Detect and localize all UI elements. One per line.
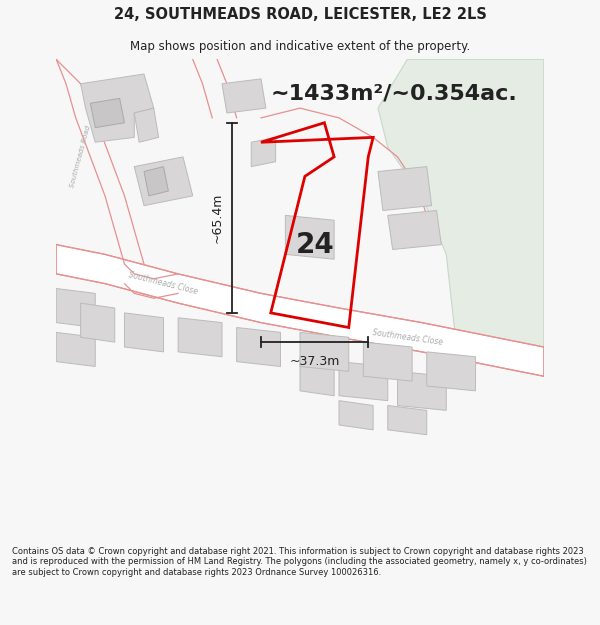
Polygon shape [286,216,334,259]
Polygon shape [91,98,124,128]
Polygon shape [339,401,373,430]
Polygon shape [427,352,476,391]
Polygon shape [222,79,266,113]
Polygon shape [80,303,115,342]
Text: Southmeads Road: Southmeads Road [70,125,92,189]
Text: ~37.3m: ~37.3m [289,355,340,368]
Text: 24, SOUTHMEADS ROAD, LEICESTER, LE2 2LS: 24, SOUTHMEADS ROAD, LEICESTER, LE2 2LS [113,8,487,22]
Text: Southmeads Close: Southmeads Close [128,271,199,297]
Polygon shape [56,244,544,376]
Polygon shape [251,138,275,167]
Polygon shape [339,362,388,401]
Text: ~65.4m: ~65.4m [211,192,224,243]
Polygon shape [134,108,158,142]
Polygon shape [80,74,154,142]
Polygon shape [398,371,446,411]
Text: ~1433m²/~0.354ac.: ~1433m²/~0.354ac. [271,84,517,104]
Polygon shape [300,332,349,371]
Polygon shape [378,167,431,211]
Polygon shape [124,313,163,352]
Text: 24: 24 [295,231,334,259]
Polygon shape [364,342,412,381]
Polygon shape [144,167,169,196]
Polygon shape [236,328,281,366]
Polygon shape [56,289,95,328]
Text: Southmeads Close: Southmeads Close [371,328,443,347]
Polygon shape [56,332,95,366]
Text: Map shows position and indicative extent of the property.: Map shows position and indicative extent… [130,40,470,52]
Polygon shape [388,211,442,249]
Text: Contains OS data © Crown copyright and database right 2021. This information is : Contains OS data © Crown copyright and d… [12,547,587,577]
Polygon shape [300,357,334,396]
Polygon shape [178,318,222,357]
Polygon shape [388,406,427,435]
Polygon shape [378,59,544,362]
Polygon shape [134,157,193,206]
